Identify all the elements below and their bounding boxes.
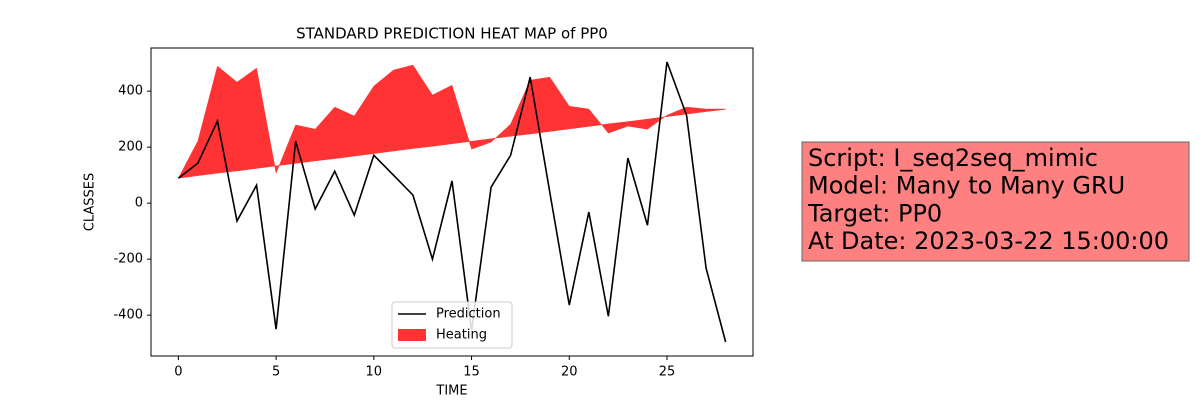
x-axis-label: TIME xyxy=(435,384,467,399)
annotation-line: Target: PP0 xyxy=(807,199,942,227)
legend-label: Heating xyxy=(436,328,487,343)
x-tick-label: 0 xyxy=(174,365,182,380)
x-tick-label: 15 xyxy=(463,365,480,380)
annotation-box xyxy=(801,141,1190,262)
x-tick-label: 10 xyxy=(366,365,383,380)
heating-area xyxy=(177,64,726,179)
y-tick-label: 400 xyxy=(118,84,143,99)
y-tick-label: -200 xyxy=(113,252,143,267)
legend-label: Prediction xyxy=(436,307,501,322)
annotation-line: At Date: 2023-03-22 15:00:00 xyxy=(808,227,1169,255)
y-tick-label: -400 xyxy=(113,308,143,323)
annotation-line: Script: I_seq2seq_mimic xyxy=(808,144,1098,172)
plot-frame xyxy=(150,47,754,357)
x-tick-label: 20 xyxy=(561,365,578,380)
y-axis-label: CLASSES xyxy=(83,173,98,231)
y-tick-label: 0 xyxy=(135,196,143,211)
chart-title: STANDARD PREDICTION HEAT MAP of PP0 xyxy=(296,25,608,43)
annotation-line: Model: Many to Many GRU xyxy=(808,172,1125,200)
x-tick-label: 25 xyxy=(659,365,676,380)
x-tick-label: 5 xyxy=(272,365,280,380)
y-tick-label: 200 xyxy=(118,140,143,155)
legend-swatch xyxy=(398,329,426,341)
prediction-line xyxy=(177,61,727,343)
